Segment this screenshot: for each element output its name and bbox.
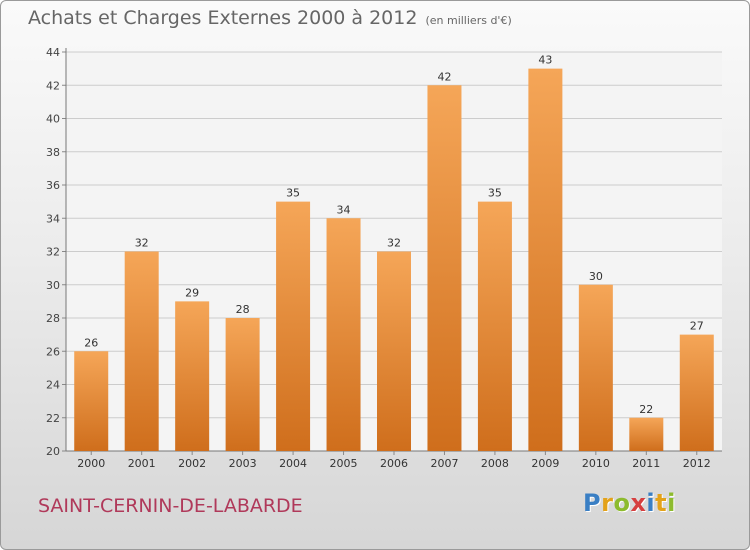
x-tick-label: 2012 [683,457,711,470]
y-tick-label: 20 [46,445,60,458]
y-tick-label: 42 [46,79,60,92]
bar [74,351,109,451]
proxiti-logo: Proxiti [583,489,676,517]
y-tick-label: 44 [46,46,60,59]
logo-letter: r [601,489,614,517]
x-tick-label: 2006 [380,457,408,470]
title-text: Achats et Charges Externes 2000 à 2012 [28,7,418,29]
y-tick-label: 22 [46,412,60,425]
y-tick-label: 40 [46,113,60,126]
data-label: 22 [639,403,653,416]
x-tick-label: 2005 [330,457,358,470]
x-tick-label: 2007 [430,457,458,470]
bar [528,68,563,451]
x-tick-label: 2001 [128,457,156,470]
x-tick-label: 2010 [582,457,610,470]
y-tick-label: 26 [46,345,60,358]
data-label: 29 [185,286,199,299]
logo-letter: i [667,489,676,517]
data-label: 35 [286,187,300,200]
bar [276,201,311,451]
y-tick-label: 32 [46,246,60,259]
data-label: 28 [236,303,250,316]
data-label: 32 [387,237,401,250]
x-tick-label: 2009 [531,457,559,470]
bar [377,251,411,451]
bar [175,301,210,451]
y-tick-label: 34 [46,212,60,225]
bar [427,85,462,451]
commune-name: SAINT-CERNIN-DE-LABARDE [38,495,303,517]
data-label: 26 [84,336,98,349]
y-tick-label: 38 [46,146,60,159]
logo-letter: i [646,489,656,517]
chart-subtitle: (en milliers d'€) [425,14,512,27]
data-label: 27 [690,320,704,333]
logo-letter: t [655,489,668,517]
x-tick-label: 2011 [632,457,660,470]
bar [629,417,664,451]
bar [578,284,613,451]
bar [477,201,512,451]
logo-letter: P [583,489,602,517]
data-label: 34 [337,203,351,216]
data-label: 42 [437,70,451,83]
data-label: 30 [589,270,603,283]
x-tick-label: 2004 [279,457,307,470]
logo-letter: o [613,489,631,517]
y-tick-label: 28 [46,312,60,325]
logo-letter: x [630,489,647,517]
data-label: 35 [488,187,502,200]
x-tick-label: 2008 [481,457,509,470]
data-label: 43 [538,54,552,67]
y-tick-label: 36 [46,179,60,192]
x-tick-label: 2000 [77,457,105,470]
x-tick-label: 2002 [178,457,206,470]
bar [124,251,159,451]
x-tick-label: 2003 [229,457,257,470]
y-tick-label: 24 [46,379,60,392]
data-label: 32 [135,237,149,250]
bar [326,218,361,451]
bar [679,334,714,451]
y-tick-label: 30 [46,279,60,292]
bar [225,318,260,451]
chart-title: Achats et Charges Externes 2000 à 2012 (e… [28,7,512,29]
